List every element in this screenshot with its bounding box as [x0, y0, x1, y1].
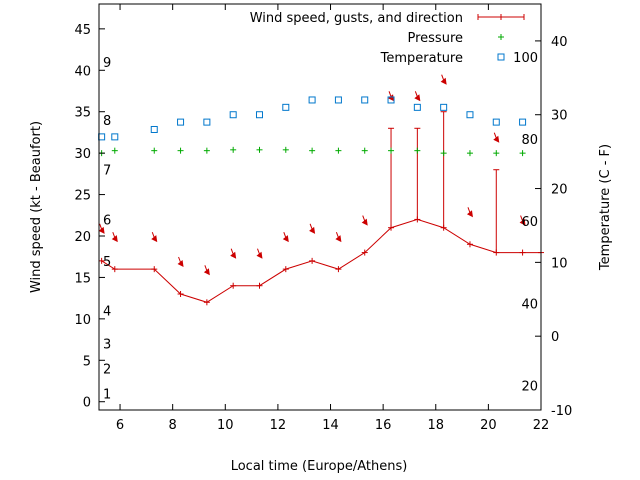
beaufort-label: 9: [103, 56, 111, 71]
y-left-tick-label: 35: [74, 106, 91, 121]
temperature-point: [440, 103, 448, 111]
x-tick-label: 10: [217, 418, 234, 433]
temperature-point: [387, 96, 395, 104]
beaufort-label: 6: [103, 213, 111, 228]
plot-area: [98, 74, 544, 306]
legend-swatch-temperature: [497, 53, 505, 61]
fahrenheit-label: 100: [513, 51, 538, 66]
beaufort-label: 8: [103, 114, 111, 129]
legend-label-wind: Wind speed, gusts, and direction: [250, 11, 463, 26]
x-tick-label: 22: [533, 418, 550, 433]
y-left-tick-label: 25: [74, 189, 91, 204]
y-axis-left-label: Wind speed (kt - Beaufort): [29, 121, 44, 293]
temperature-point: [466, 111, 474, 119]
beaufort-label: 7: [103, 164, 111, 179]
x-tick-label: 12: [270, 418, 287, 433]
temperature-point: [334, 96, 342, 104]
beaufort-label: 4: [103, 305, 111, 320]
wind-direction-arrow-head: [519, 218, 526, 226]
fahrenheit-label: 80: [521, 133, 538, 148]
wind-direction-arrow-head: [414, 94, 421, 102]
temperature-point: [98, 133, 106, 141]
wind-direction-arrow-head: [466, 210, 473, 218]
legend-label-temperature: Temperature: [380, 51, 463, 66]
y-right-tick-label: 10: [551, 256, 568, 271]
beaufort-label: 5: [103, 255, 111, 270]
y-right-tick-label: -10: [551, 404, 572, 419]
y-left-tick-label: 0: [83, 396, 91, 411]
y-right-tick-label: 0: [551, 330, 559, 345]
wind-direction-arrow-head: [230, 251, 237, 259]
fahrenheit-label: 20: [521, 380, 538, 395]
wind-direction-arrow-head: [177, 260, 184, 267]
wind-direction-arrow-head: [309, 226, 316, 234]
wind-direction-arrow-head: [256, 251, 263, 259]
x-tick-label: 18: [427, 418, 444, 433]
wind-direction-arrow-head: [282, 235, 289, 243]
wind-direction-arrow-head: [151, 235, 158, 243]
wind-direction-arrow-head: [388, 94, 395, 102]
temperature-point: [255, 111, 263, 119]
temperature-point: [413, 103, 421, 111]
wind-direction-arrow-head: [361, 218, 368, 226]
wind-direction-arrow-head: [111, 235, 118, 243]
wind-direction-arrow-head: [203, 268, 210, 276]
x-tick-label: 14: [322, 418, 339, 433]
temperature-point: [111, 133, 119, 141]
x-axis-label: Local time (Europe/Athens): [231, 459, 408, 474]
y-left-tick-label: 15: [74, 271, 91, 286]
legend-label-pressure: Pressure: [407, 31, 463, 46]
wind-direction-arrow-head: [493, 135, 500, 143]
y-right-tick-label: 20: [551, 183, 568, 198]
y-left-tick-label: 20: [74, 230, 91, 245]
temperature-point: [229, 111, 237, 119]
temperature-point: [150, 125, 158, 133]
wind-direction-arrow-head: [440, 77, 447, 85]
fahrenheit-label: 40: [521, 298, 538, 313]
temperature-point: [177, 118, 185, 126]
y-right-tick-label: 30: [551, 109, 568, 124]
y-left-tick-label: 5: [83, 354, 91, 369]
x-tick-label: 8: [169, 418, 177, 433]
x-tick-label: 16: [375, 418, 392, 433]
x-tick-label: 20: [480, 418, 497, 433]
fahrenheit-label: 60: [521, 215, 538, 230]
y-left-tick-label: 45: [74, 23, 91, 38]
wind-speed-line: [101, 218, 541, 303]
y-left-tick-label: 40: [74, 64, 91, 79]
temperature-point: [519, 118, 527, 126]
x-tick-label: 6: [116, 418, 124, 433]
temperature-point: [203, 118, 211, 126]
legend: Wind speed, gusts, and direction Pressure…: [250, 11, 525, 66]
y-left-tick-label: 30: [74, 147, 91, 162]
beaufort-label: 3: [103, 338, 111, 353]
axes: 6 8 10 12 14 16 18 20 22051015202530354045-10010…: [74, 3, 572, 433]
wind-direction-arrow-head: [98, 226, 105, 234]
plot-frame: [98, 3, 542, 411]
y-left-tick-label: 10: [74, 313, 91, 328]
wind-direction-arrow-head: [335, 235, 342, 243]
y-axis-right-label: Temperature (C - F): [598, 144, 613, 271]
beaufort-label: 2: [103, 363, 111, 378]
temperature-point: [308, 96, 316, 104]
beaufort-label: 1: [103, 387, 111, 402]
y-right-tick-label: 40: [551, 35, 568, 50]
temperature-point: [492, 118, 500, 126]
temperature-point: [282, 103, 290, 111]
temperature-point: [361, 96, 369, 104]
